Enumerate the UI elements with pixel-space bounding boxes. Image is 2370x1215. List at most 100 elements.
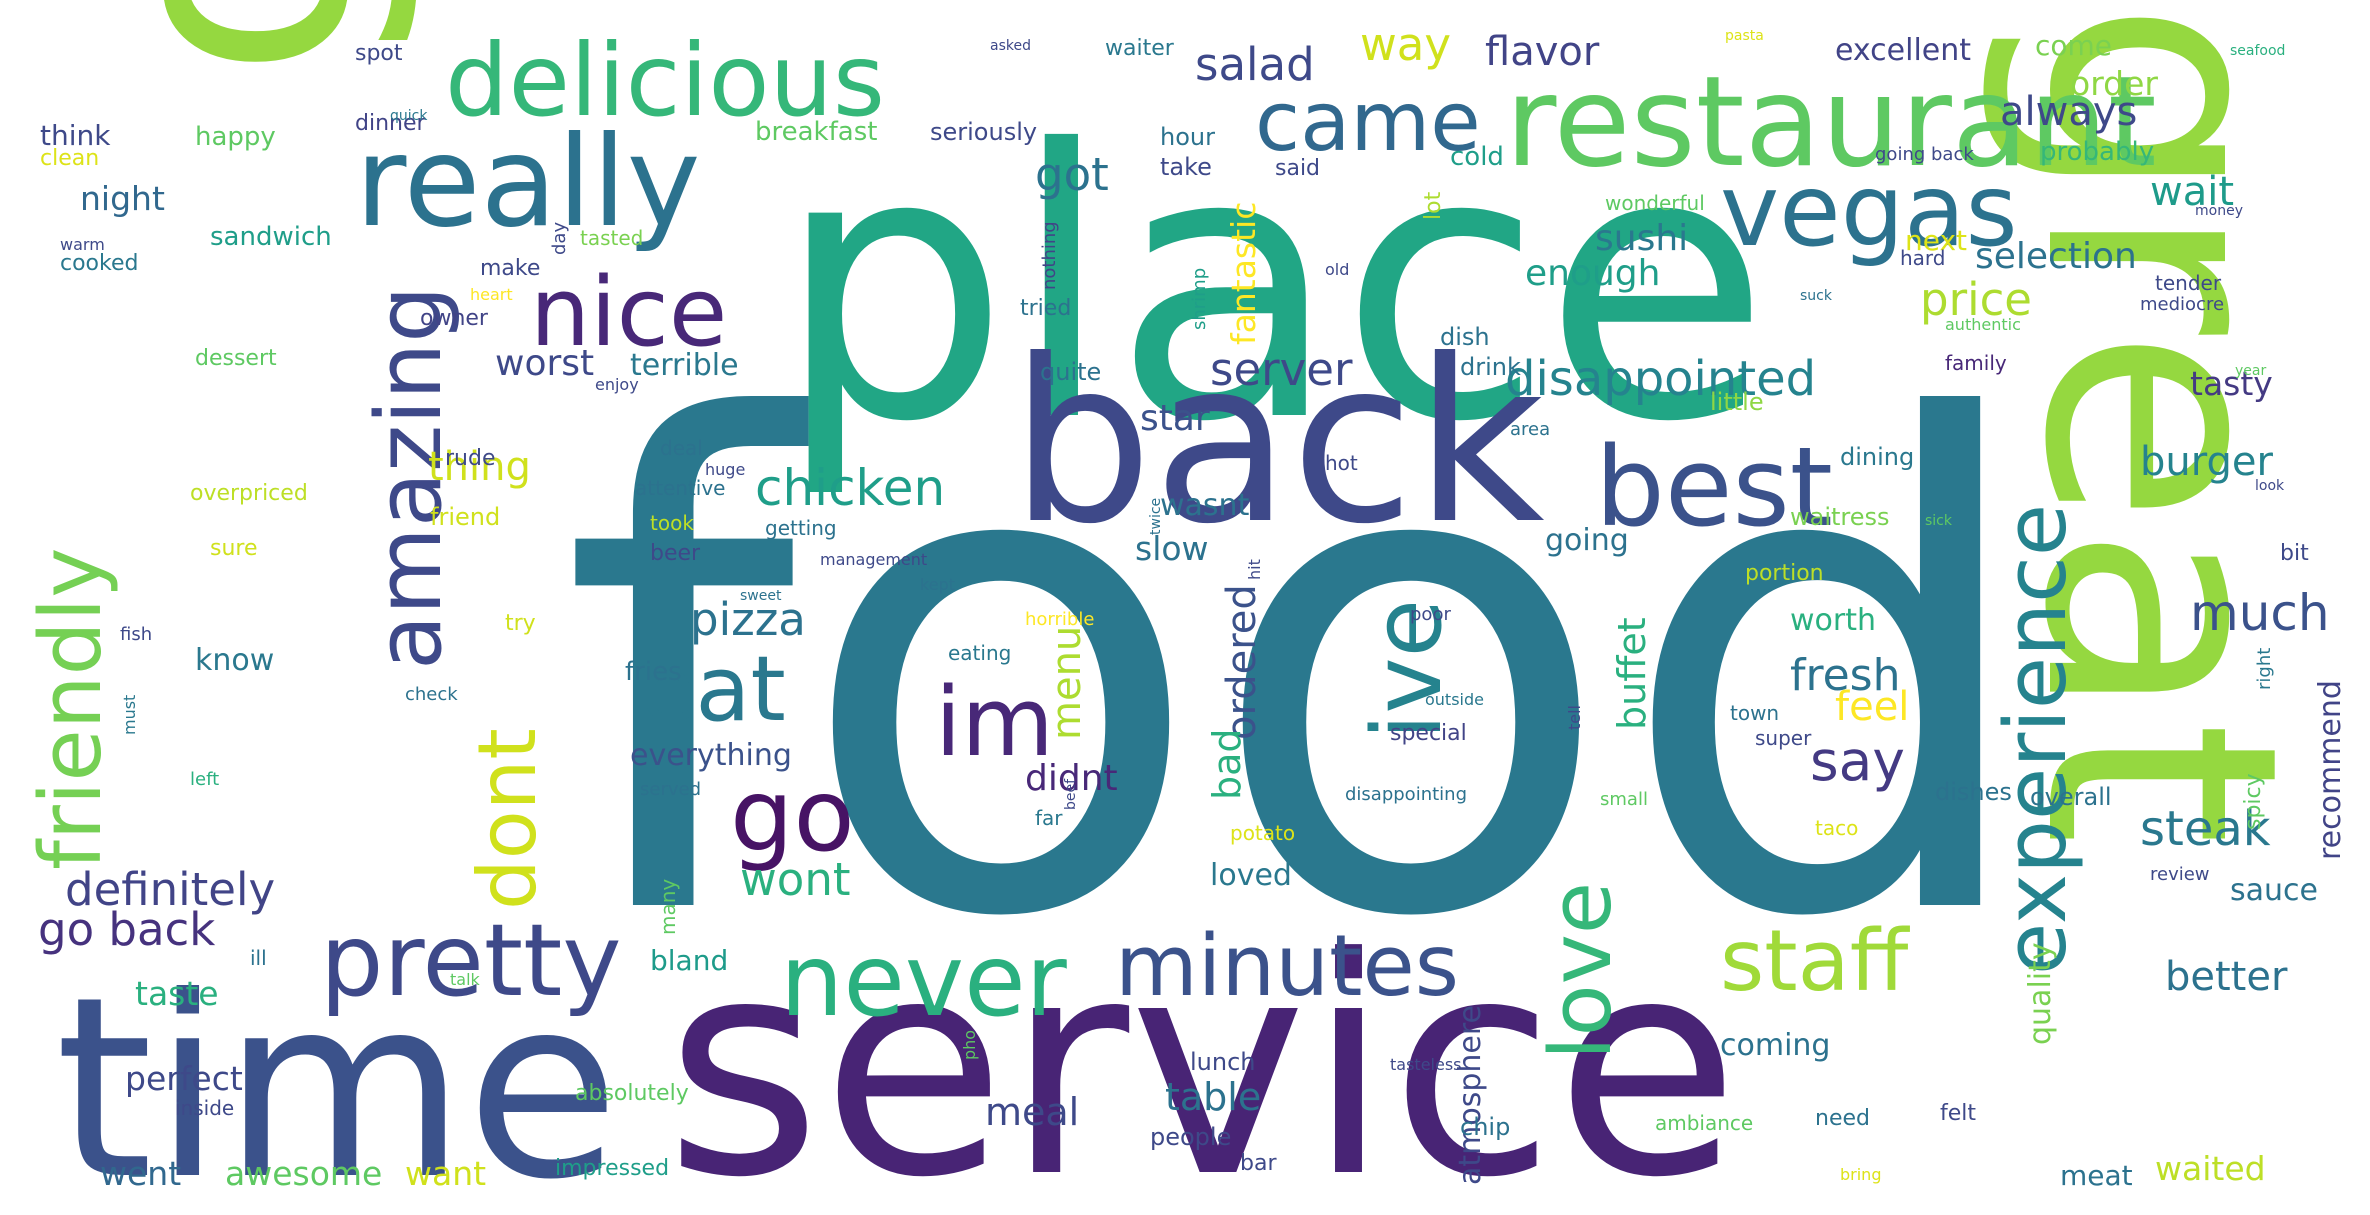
word-check: check bbox=[405, 684, 458, 705]
word-feel: feel bbox=[1835, 684, 1909, 730]
word-go: go bbox=[730, 757, 855, 874]
word-want: want bbox=[405, 1154, 486, 1193]
word-little: little bbox=[1710, 388, 1764, 416]
word-waiter: waiter bbox=[1105, 36, 1175, 61]
word-quite: quite bbox=[1040, 358, 1101, 386]
word-dining: dining bbox=[1840, 443, 1914, 471]
word-restaurant: restaurant bbox=[1505, 50, 2157, 195]
word-wont: wont bbox=[740, 853, 851, 906]
word-overpriced: overpriced bbox=[190, 481, 308, 506]
word-impressed: impressed bbox=[555, 1156, 669, 1181]
word-beef: beef bbox=[1063, 778, 1079, 810]
word-town: town bbox=[1730, 701, 1779, 725]
word-hard: hard bbox=[1900, 246, 1946, 270]
word-make: make bbox=[480, 256, 540, 281]
word-tender: tender bbox=[2155, 271, 2222, 295]
word-getting: getting bbox=[765, 516, 837, 540]
word-take: take bbox=[1160, 153, 1212, 181]
word-right: right bbox=[2254, 648, 2275, 690]
word-small: small bbox=[1600, 789, 1648, 810]
word-sauce: sauce bbox=[2230, 873, 2318, 908]
word-tried: tried bbox=[1020, 296, 1071, 321]
word-came: came bbox=[1255, 75, 1481, 170]
word-menu: menu bbox=[1044, 626, 1090, 740]
word-friendly: friendly bbox=[22, 547, 121, 870]
word-really: really bbox=[355, 110, 701, 255]
word-wasnt: wasnt bbox=[1160, 488, 1250, 523]
word-fish: fish bbox=[120, 624, 152, 645]
word-twice: twice bbox=[1148, 498, 1164, 535]
word-burger: burger bbox=[2140, 439, 2273, 485]
word-shrimp: shrimp bbox=[1189, 268, 1210, 330]
word-absolutely: absolutely bbox=[575, 1081, 689, 1106]
word-perfect: perfect bbox=[125, 1059, 243, 1098]
word-fresh: fresh bbox=[1790, 650, 1901, 701]
word-warm: warm bbox=[60, 235, 105, 254]
word-day: day bbox=[549, 222, 570, 255]
word-come: come bbox=[2035, 29, 2112, 62]
word-friend: friend bbox=[430, 503, 500, 531]
word-food: food bbox=[560, 284, 2041, 1064]
word-price: price bbox=[1920, 273, 2032, 326]
word-cold: cold bbox=[1450, 142, 1504, 172]
word-went: went bbox=[100, 1154, 181, 1193]
word-selection: selection bbox=[1975, 236, 2137, 277]
word-tasted: tasted bbox=[580, 226, 643, 250]
word-way: way bbox=[1360, 18, 1451, 71]
word-love: love bbox=[1532, 882, 1631, 1060]
word-people: people bbox=[1150, 1123, 1231, 1151]
word-dish: dish bbox=[1440, 323, 1490, 351]
word-took: took bbox=[650, 511, 694, 535]
word-area: area bbox=[1510, 419, 1550, 440]
word-know: know bbox=[195, 643, 274, 678]
word-awesome: awesome bbox=[225, 1154, 382, 1193]
word-hit: hit bbox=[1245, 559, 1264, 580]
word-fantastic: fantastic bbox=[1224, 202, 1263, 345]
word-deal: deal bbox=[660, 436, 703, 460]
word-minutes: minutes bbox=[1115, 917, 1459, 1016]
word-spot: spot bbox=[355, 41, 403, 66]
word-taco: taco bbox=[1815, 816, 1858, 840]
word-eating: eating bbox=[948, 641, 1011, 665]
word-buffet: buffet bbox=[1610, 617, 1654, 730]
word-experience: experience bbox=[1987, 504, 2086, 975]
word-portion: portion bbox=[1745, 561, 1824, 586]
word-attentive: attentive bbox=[635, 476, 725, 500]
word-next: next bbox=[1905, 224, 1967, 257]
word-table: table bbox=[1165, 1075, 1261, 1119]
word-happy: happy bbox=[195, 122, 276, 152]
word-got: got bbox=[1035, 148, 1109, 201]
word-quality: quality bbox=[2023, 942, 2058, 1045]
word-ordered: ordered bbox=[1219, 584, 1265, 740]
word-everything: everything bbox=[630, 738, 792, 773]
word-heart: heart bbox=[470, 285, 513, 304]
word-amazing: amazing bbox=[357, 286, 462, 670]
word-special: special bbox=[1390, 721, 1467, 746]
word-authentic: authentic bbox=[1945, 315, 2021, 334]
word-said: said bbox=[1275, 156, 1320, 181]
word-pho: pho bbox=[960, 1030, 979, 1060]
word-definitely: definitely bbox=[65, 863, 275, 916]
word-going: going bbox=[1545, 523, 1629, 558]
word-dont: dont bbox=[461, 728, 554, 910]
word-taste: taste bbox=[135, 974, 219, 1013]
word-bland: bland bbox=[650, 944, 728, 977]
word-star: star bbox=[1140, 398, 1210, 439]
word-money: money bbox=[2195, 203, 2243, 219]
word-worst: worst bbox=[495, 343, 594, 384]
word-look: look bbox=[2255, 478, 2285, 494]
word-delicious: delicious bbox=[445, 22, 885, 139]
word-didnt: didnt bbox=[1025, 758, 1118, 799]
word-slow: slow bbox=[1135, 529, 1209, 568]
word-sweet: sweet bbox=[740, 588, 782, 604]
word-service: service bbox=[665, 894, 1740, 1215]
word-wonderful: wonderful bbox=[1605, 191, 1705, 215]
word-huge: huge bbox=[705, 460, 745, 479]
word-spicy: spicy bbox=[2241, 773, 2266, 830]
word-review: review bbox=[2150, 864, 2210, 885]
word-nothing: nothing bbox=[1039, 221, 1060, 290]
word-many: many bbox=[656, 879, 680, 935]
word-much: much bbox=[2190, 584, 2330, 642]
word-bring: bring bbox=[1840, 1165, 1881, 1184]
